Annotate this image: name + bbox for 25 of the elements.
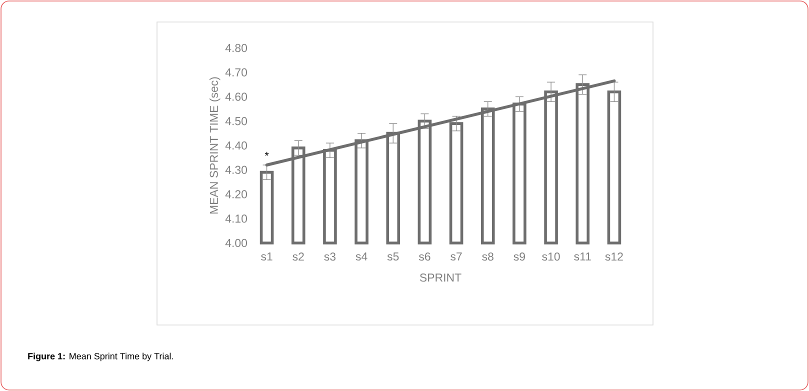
x-tick-label: s7 <box>450 252 462 261</box>
y-tick-label: 4.70 <box>225 68 248 76</box>
y-tick-label: 4.30 <box>225 166 248 174</box>
x-tick-label: s12 <box>605 252 623 261</box>
annotation: * <box>264 152 269 156</box>
x-tick-label: s1 <box>261 252 272 261</box>
x-tick-label: s6 <box>418 252 430 261</box>
text: Figure 1: Mean Sprint Time by Trial. <box>28 352 173 362</box>
x-tick-label: s2 <box>292 252 304 261</box>
y-tick-label: 4.50 <box>225 117 248 126</box>
y-tick-label: 4.20 <box>225 190 248 198</box>
y-tick-label: 4.10 <box>225 214 248 223</box>
x-tick-label: s5 <box>387 252 399 261</box>
x-tick-label: s9 <box>514 252 525 261</box>
y-axis-title: MEAN SPRINT TIME (sec) <box>210 77 220 214</box>
x-tick-label: s3 <box>324 252 336 261</box>
x-axis-title: SPRINT <box>420 274 462 282</box>
y-tick-label: 4.80 <box>225 44 248 52</box>
x-tick-label: s10 <box>542 252 560 261</box>
x-tick-label: s4 <box>356 252 368 261</box>
x-tick-label: s11 <box>574 252 591 261</box>
y-tick-label: 4.60 <box>225 92 248 101</box>
y-tick-label: 4.00 <box>225 238 248 248</box>
x-tick-label: s8 <box>482 252 494 261</box>
y-tick-label: 4.40 <box>225 141 248 150</box>
